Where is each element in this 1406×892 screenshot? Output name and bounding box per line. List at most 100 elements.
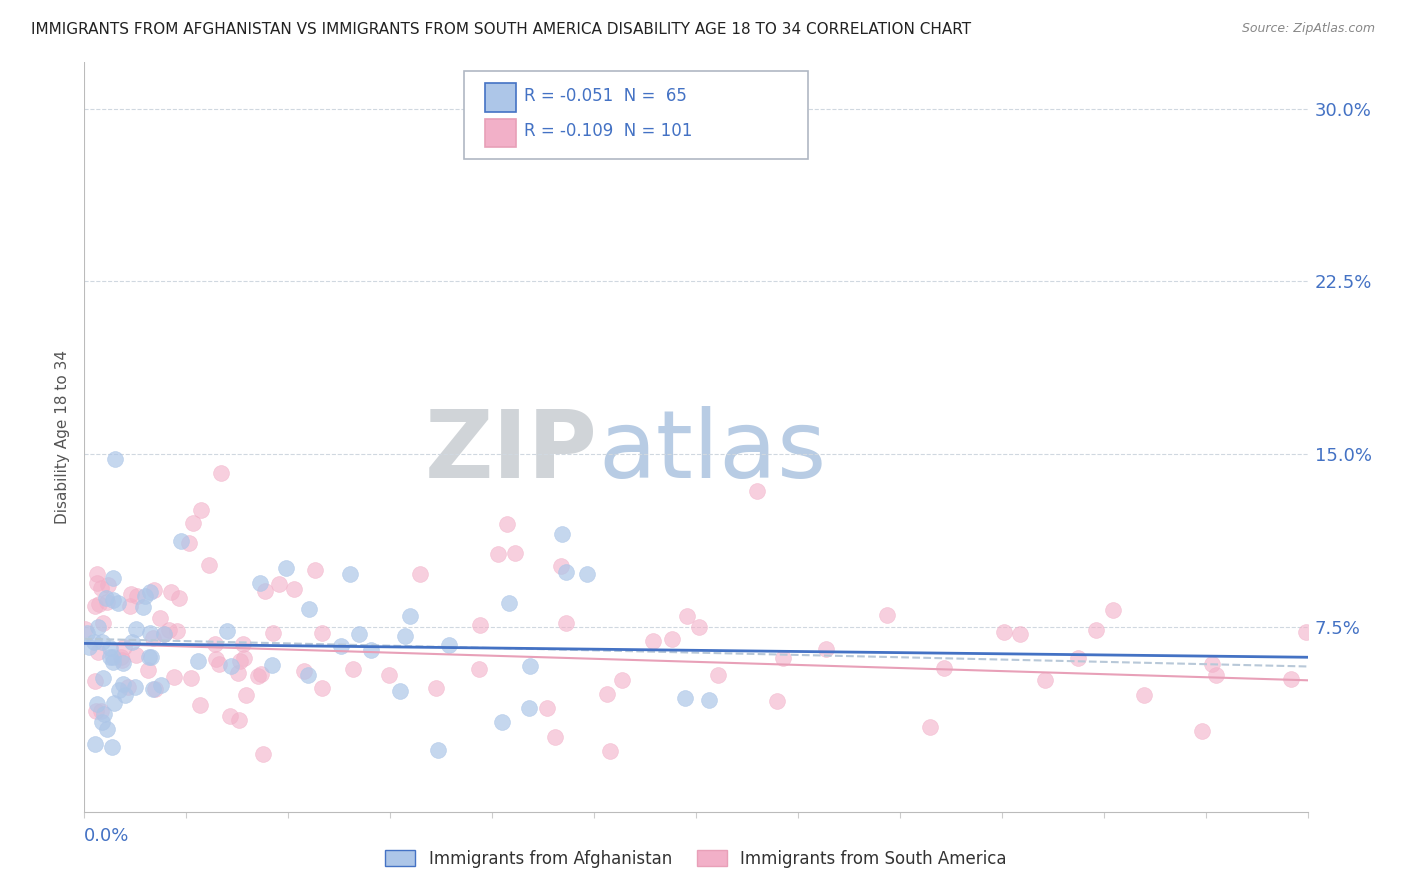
Point <box>550 559 572 574</box>
Point <box>180 671 202 685</box>
Point <box>707 668 730 682</box>
Point <box>1191 723 1213 738</box>
Point <box>86 645 108 659</box>
Point <box>93 706 115 721</box>
Point <box>218 708 240 723</box>
Point <box>143 582 166 597</box>
Point <box>378 668 401 682</box>
Point <box>229 653 252 667</box>
Point <box>190 502 212 516</box>
Point <box>304 563 326 577</box>
Point <box>249 575 271 590</box>
Point <box>536 700 558 714</box>
Point <box>101 592 124 607</box>
Point <box>101 740 124 755</box>
Point <box>149 611 172 625</box>
Point <box>297 668 319 682</box>
Point <box>427 743 450 757</box>
Point <box>120 599 142 613</box>
Point <box>120 587 142 601</box>
Point <box>311 625 333 640</box>
Point <box>1084 623 1107 637</box>
Point <box>124 622 146 636</box>
Point <box>138 650 160 665</box>
Point <box>814 642 837 657</box>
Point <box>124 680 146 694</box>
Point <box>688 620 710 634</box>
Point <box>217 624 239 639</box>
Point <box>96 595 118 609</box>
Point <box>661 632 683 647</box>
Point <box>170 534 193 549</box>
Point <box>101 571 124 585</box>
Point <box>94 591 117 605</box>
Point <box>86 567 108 582</box>
Point <box>409 566 432 581</box>
Point <box>486 547 509 561</box>
Point <box>1010 627 1032 641</box>
Point <box>1201 657 1223 672</box>
Point <box>519 659 541 673</box>
Point <box>163 670 186 684</box>
Point <box>1102 603 1125 617</box>
Point <box>166 624 188 638</box>
Point <box>83 737 105 751</box>
Point <box>160 585 183 599</box>
Point <box>91 616 114 631</box>
Point <box>339 567 361 582</box>
Point <box>425 681 447 695</box>
Point <box>114 689 136 703</box>
Point <box>235 688 257 702</box>
Point <box>73 622 96 636</box>
Point <box>87 597 110 611</box>
Point <box>117 680 139 694</box>
Point <box>90 704 112 718</box>
Point <box>517 700 540 714</box>
Point <box>555 615 578 630</box>
Point <box>204 637 226 651</box>
Text: IMMIGRANTS FROM AFGHANISTAN VS IMMIGRANTS FROM SOUTH AMERICA DISABILITY AGE 18 T: IMMIGRANTS FROM AFGHANISTAN VS IMMIGRANT… <box>31 22 972 37</box>
Point <box>766 694 789 708</box>
Point <box>181 516 204 531</box>
Point <box>247 669 270 683</box>
Point <box>136 663 159 677</box>
Point <box>491 714 513 729</box>
Y-axis label: Disability Age 18 to 34: Disability Age 18 to 34 <box>55 350 70 524</box>
Point <box>1205 668 1227 682</box>
Point <box>697 692 720 706</box>
Point <box>1281 672 1303 686</box>
Point <box>139 650 162 665</box>
Point <box>209 466 232 480</box>
Point <box>83 635 105 649</box>
Point <box>920 720 942 734</box>
Point <box>187 653 209 667</box>
Point <box>311 681 333 696</box>
Point <box>747 484 769 499</box>
Point <box>262 657 284 672</box>
Point <box>86 575 108 590</box>
Point <box>388 684 411 698</box>
Point <box>132 599 155 614</box>
Text: atlas: atlas <box>598 406 827 498</box>
Text: ZIP: ZIP <box>425 406 598 498</box>
Point <box>250 667 273 681</box>
Point <box>90 635 112 649</box>
Point <box>262 625 284 640</box>
Point <box>93 671 115 685</box>
Point <box>226 665 249 680</box>
Point <box>208 657 231 671</box>
Point <box>179 535 201 549</box>
Point <box>79 640 101 655</box>
Point <box>167 591 190 606</box>
Point <box>150 678 173 692</box>
Point <box>274 561 297 575</box>
Point <box>641 633 664 648</box>
Point <box>267 577 290 591</box>
Point <box>1133 688 1156 702</box>
Point <box>283 582 305 597</box>
Point <box>108 683 131 698</box>
Point <box>96 722 118 736</box>
Point <box>190 698 212 712</box>
Point <box>772 651 794 665</box>
Point <box>76 626 98 640</box>
